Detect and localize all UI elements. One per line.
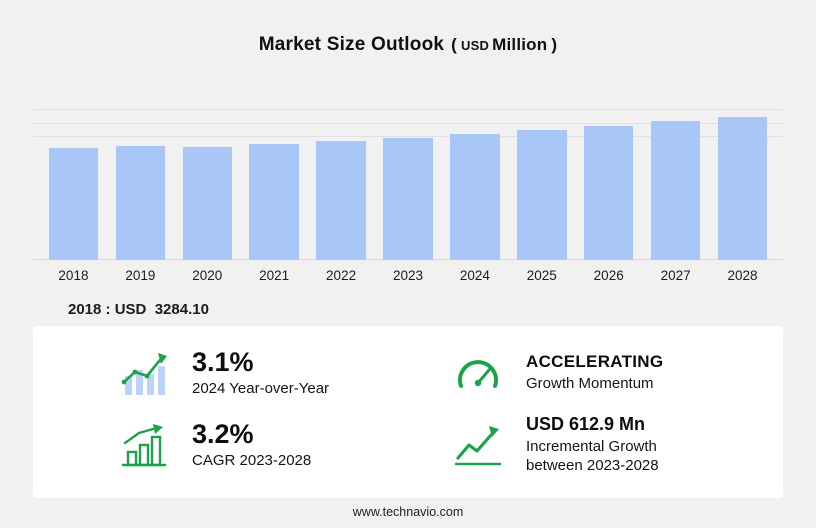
incremental-label-line2: between 2023-2028 — [526, 457, 659, 475]
cagr-label: CAGR 2023-2028 — [192, 452, 312, 470]
chart-column-2026: 2026 — [575, 110, 642, 286]
chart-column-2027: 2027 — [642, 110, 709, 286]
x-axis-label-2018: 2018 — [58, 268, 89, 283]
cagr-value: 3.2% — [192, 419, 254, 450]
market-size-bar-chart: 2018 2019 2020 2021 2022 2023 2024 2025 2026 2027… — [33, 109, 783, 286]
chart-column-2023: 2023 — [375, 110, 442, 286]
base-year-value: 2018 : USD 3284.10 — [68, 301, 209, 318]
stat-cagr-text: 3.2% CAGR 2023-2028 — [192, 420, 311, 471]
incremental-value: USD 612.9 Mn — [526, 414, 646, 435]
yoy-label: 2024 Year-over-Year — [192, 380, 330, 398]
bar-2021 — [249, 144, 299, 260]
x-axis-label-2025: 2025 — [526, 268, 557, 283]
x-axis-label-2020: 2020 — [192, 268, 223, 283]
x-axis-label-2019: 2019 — [125, 268, 156, 283]
growth-arrow-icon — [452, 424, 504, 466]
x-axis-label-2023: 2023 — [392, 268, 423, 283]
yoy-value: 3.1% — [192, 347, 254, 378]
x-axis-label-2026: 2026 — [593, 268, 624, 283]
x-axis-label-2024: 2024 — [459, 268, 490, 283]
x-axis-label-2027: 2027 — [660, 268, 691, 283]
bar-2020 — [182, 146, 233, 260]
gridline-3600 — [33, 136, 783, 138]
bar-2024 — [450, 133, 500, 260]
stat-cagr: 3.2% CAGR 2023-2028 — [33, 407, 408, 484]
growth-bars-icon — [118, 423, 170, 467]
title-unit: Million — [492, 35, 548, 54]
title-paren-open: ( — [451, 35, 458, 54]
momentum-label: Growth Momentum — [526, 375, 654, 393]
gridline-4400 — [33, 109, 783, 110]
bar-2025 — [517, 129, 567, 260]
gridline-4000 — [33, 122, 783, 124]
x-axis-label-2021: 2021 — [259, 268, 290, 283]
bar-2026 — [583, 125, 634, 260]
page-title: Market Size Outlook (USD Million) — [0, 34, 816, 56]
chart-column-2021: 2021 — [241, 110, 308, 286]
stat-momentum: ACCELERATING Growth Momentum — [408, 340, 783, 407]
chart-column-2019: 2019 — [107, 110, 174, 286]
chart-columns: 2018 2019 2020 2021 2022 2023 2024 2025 2026 2027… — [36, 110, 780, 286]
title-currency: USD — [461, 38, 490, 53]
bar-2022 — [316, 141, 366, 260]
chart-column-2025: 2025 — [508, 110, 575, 286]
stat-incremental-text: USD 612.9 Mn Incremental Growth between … — [526, 415, 659, 476]
website-url[interactable]: www.technavio.com — [352, 505, 464, 519]
bar-2027 — [650, 121, 701, 260]
title-main: Market Size Outlook — [258, 34, 445, 55]
chart-column-2022: 2022 — [308, 110, 375, 286]
gauge-icon — [452, 353, 504, 393]
stat-momentum-text: ACCELERATING Growth Momentum — [526, 353, 663, 393]
chart-column-2020: 2020 — [174, 110, 241, 286]
stat-incremental: USD 612.9 Mn Incremental Growth between … — [408, 407, 783, 484]
momentum-value: ACCELERATING — [526, 352, 664, 372]
chart-column-2028: 2028 — [709, 110, 776, 286]
x-axis-label-2022: 2022 — [326, 268, 357, 283]
stat-yoy: 3.1% 2024 Year-over-Year — [33, 340, 408, 407]
bar-chart-trend-icon — [118, 351, 170, 396]
bar-2028 — [717, 116, 768, 260]
chart-column-2018: 2018 — [40, 110, 107, 286]
stat-yoy-text: 3.1% 2024 Year-over-Year — [192, 348, 329, 399]
title-paren-close: ) — [551, 35, 558, 54]
stats-panel: 3.1% 2024 Year-over-Year ACCELERATING Gr… — [33, 326, 783, 498]
bar-2023 — [383, 137, 433, 260]
chart-column-2024: 2024 — [441, 110, 508, 286]
bar-2018 — [48, 148, 99, 260]
incremental-label-line1: Incremental Growth — [526, 437, 657, 455]
x-axis-label-2028: 2028 — [727, 268, 758, 283]
bar-2019 — [115, 145, 166, 260]
